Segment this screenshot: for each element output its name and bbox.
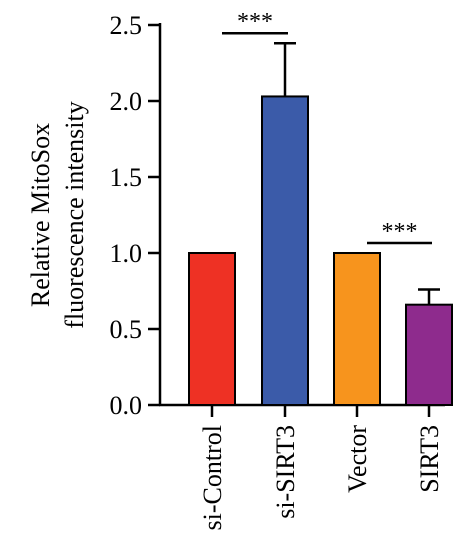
x-tick-label: si-SIRT3 [271, 425, 300, 519]
y-tick-label: 2.5 [110, 11, 143, 40]
significance-markers: *** *** [222, 9, 432, 245]
y-tick-label: 1.5 [110, 163, 143, 192]
y-tick-label: 2.0 [110, 87, 143, 116]
axes: 0.0 0.5 1.0 1.5 2.0 2.5 si-Control si-SIRT3 Vect… [110, 11, 445, 530]
bars [188, 41, 453, 406]
y-axis-label-line: Relative MitoSox [26, 123, 55, 307]
significance-label: *** [382, 219, 418, 245]
y-axis-label-line: fluorescence intensity [60, 101, 89, 328]
x-tick-label: SIRT3 [415, 425, 444, 493]
significance-label: *** [237, 9, 273, 35]
bar-sirt3 [405, 303, 453, 406]
bar-vector [333, 252, 381, 406]
y-tick-label: 0.0 [110, 391, 143, 420]
bar-si-sirt3 [261, 95, 309, 406]
y-tick-label: 0.5 [110, 315, 143, 344]
y-axis-label-text: Relative MitoSox fluorescence intensity [26, 101, 89, 328]
y-axis-label: Relative MitoSox fluorescence intensity [26, 101, 89, 328]
bar-si-control [188, 252, 236, 406]
x-tick-label: Vector [343, 425, 372, 493]
x-tick-label: si-Control [198, 425, 227, 530]
y-tick-label: 1.0 [110, 239, 143, 268]
